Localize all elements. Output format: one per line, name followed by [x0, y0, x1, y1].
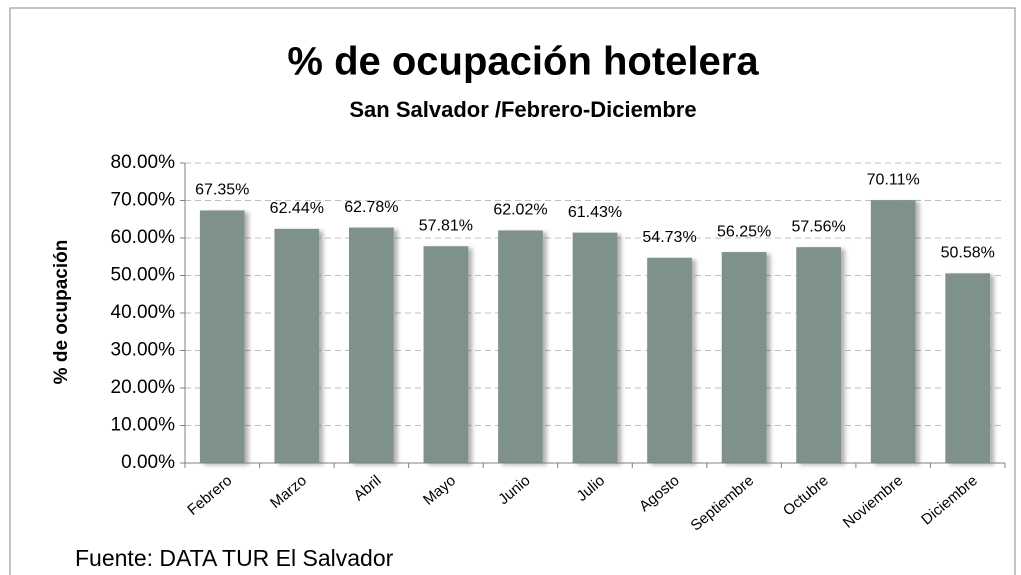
- y-tick-label: 10.00%: [111, 415, 176, 436]
- data-label: 62.44%: [270, 200, 324, 217]
- y-axis-label: % de ocupación: [51, 240, 72, 385]
- data-label: 67.35%: [195, 182, 249, 199]
- chart-title: % de ocupación hotelera: [287, 40, 759, 84]
- data-label: 57.56%: [792, 218, 846, 235]
- bar: [199, 210, 245, 463]
- y-tick-label: 50.00%: [111, 265, 176, 286]
- y-tick-label: 60.00%: [111, 227, 176, 248]
- bar: [945, 273, 991, 463]
- y-tick-label: 40.00%: [111, 302, 176, 323]
- y-tick-label: 70.00%: [111, 190, 176, 211]
- data-label: 62.02%: [493, 202, 547, 219]
- data-label: 56.25%: [717, 223, 771, 240]
- data-label: 70.11%: [867, 171, 920, 188]
- data-label: 61.43%: [568, 204, 622, 221]
- data-label: 50.58%: [941, 245, 995, 262]
- bar: [721, 252, 767, 463]
- bar: [274, 228, 320, 463]
- y-tick-label: 20.00%: [111, 377, 176, 398]
- y-tick-label: 30.00%: [111, 340, 176, 361]
- chart-subtitle: San Salvador /Febrero-Diciembre: [349, 97, 696, 122]
- y-tick-label: 80.00%: [111, 152, 176, 173]
- data-label: 57.81%: [419, 217, 473, 234]
- bar: [796, 247, 841, 463]
- data-label: 62.78%: [344, 199, 398, 216]
- bar: [498, 230, 543, 463]
- data-label: 54.73%: [642, 229, 696, 246]
- source: Fuente: DATA TUR El Salvador: [75, 545, 394, 571]
- y-tick-label: 0.00%: [121, 452, 175, 473]
- bar: [572, 232, 618, 463]
- bar: [423, 246, 469, 463]
- bar: [870, 200, 916, 463]
- bar: [349, 227, 394, 463]
- bar: [647, 257, 692, 463]
